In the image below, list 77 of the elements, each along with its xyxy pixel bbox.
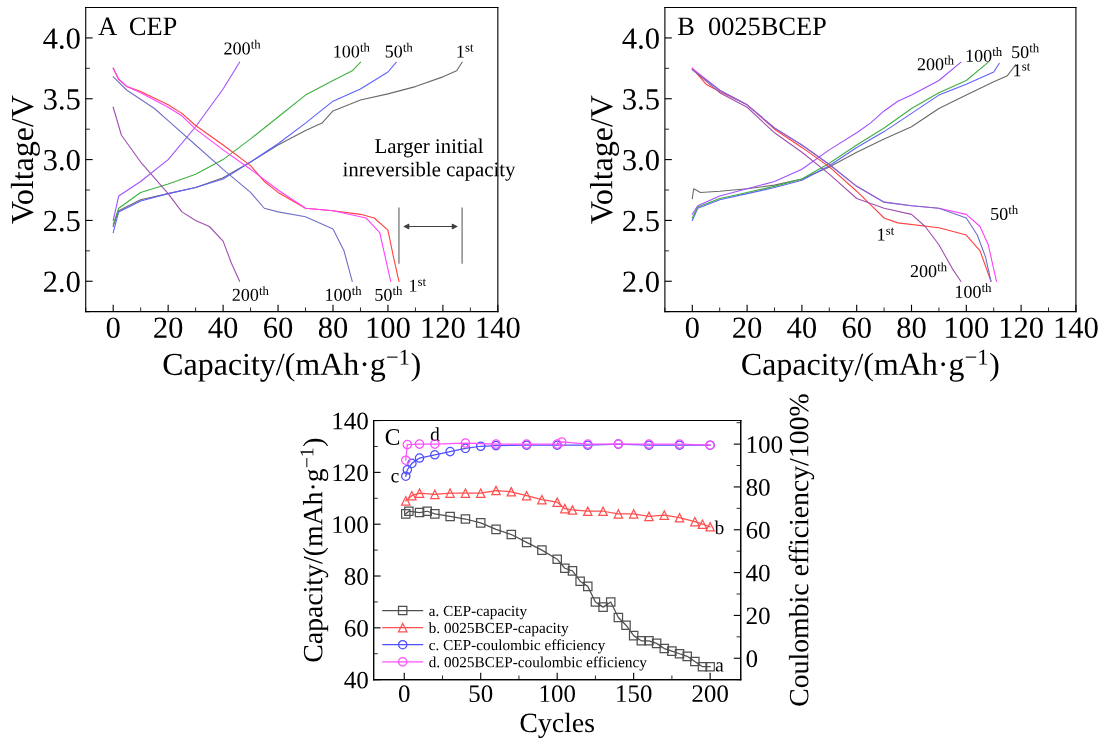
y-tick-label: 2.0	[44, 271, 80, 293]
x-tick-label: 100	[367, 317, 410, 339]
legend-label: a. CEP-capacity	[429, 605, 528, 620]
annotation: 50$^{th}$	[991, 205, 1018, 221]
y-tick-label: 140	[333, 412, 368, 430]
annotation: 1$^{st}$	[410, 278, 426, 292]
y2-tick-label: 20	[746, 607, 770, 625]
x-axis-title: Cycles	[520, 712, 594, 739]
x-tick-label: 50	[469, 685, 493, 703]
x-tick-label: 40	[208, 317, 238, 339]
x-tick-label: 60	[842, 317, 871, 339]
annotation: c	[391, 473, 399, 483]
y2-tick-label: 0	[746, 650, 758, 668]
x-tick-label: 140	[477, 317, 520, 339]
annotation: 100$^{th}$	[326, 286, 362, 301]
y-tick-label: 3.0	[44, 149, 80, 171]
y-tick-label: 2.0	[623, 271, 659, 293]
x-tick-label: 200	[692, 685, 728, 703]
x-tick-label: 120	[422, 317, 465, 339]
x-tick-label: 40	[787, 317, 817, 339]
chart-title: A CEP	[98, 17, 177, 36]
legend-label: d. 0025BCEP-coulombic efficiency	[429, 656, 647, 671]
y-axis-title: Voltage/V	[590, 95, 620, 224]
x-axis-title: Capacity/(mAh·g$^{−1}$)	[163, 349, 420, 382]
x-axis-title: Capacity/(mAh·g$^{−1}$)	[742, 349, 999, 382]
x-tick-label: 100	[946, 317, 989, 339]
x-tick-label: 20	[154, 317, 183, 339]
annotation: 200$^{th}$	[224, 39, 261, 55]
x-tick-label: 0	[398, 685, 410, 703]
annotation: 50$^{th}$	[385, 42, 413, 58]
x-tick-label: 20	[733, 317, 762, 339]
x-tick-label: 100	[540, 685, 575, 703]
annotation: 200$^{th}$	[232, 286, 269, 301]
y2-tick-label: 60	[746, 521, 770, 539]
legend-label: b. 0025BCEP-capacity	[428, 622, 569, 637]
annotation: 1$^{st}$	[1014, 63, 1031, 77]
annotation: 100$^{th}$	[955, 283, 992, 298]
chart-title: C	[385, 429, 400, 445]
y-axis-title: Voltage/V	[10, 95, 40, 224]
y-tick-label: 60	[344, 619, 368, 637]
legend-label: c. CEP-coulombic efficiency	[429, 639, 606, 654]
annotation: 100$^{th}$	[966, 47, 1002, 62]
y-tick-label: 4.0	[622, 28, 659, 49]
y-tick-label: 2.5	[44, 210, 80, 232]
annotation: 1$^{st}$	[878, 227, 895, 241]
x-tick-label: 0	[685, 317, 699, 339]
annotation: a	[715, 662, 724, 672]
annotation: 100$^{th}$	[334, 42, 370, 58]
x-tick-label: 80	[897, 317, 926, 339]
y-tick-label: 3.5	[623, 89, 659, 110]
annotation: 200$^{th}$	[917, 55, 954, 71]
annotation: 1$^{st}$	[457, 44, 474, 58]
annotation: 50$^{th}$	[1012, 43, 1039, 59]
x-tick-label: 60	[264, 317, 293, 339]
y2-tick-label: 80	[746, 478, 770, 496]
y-tick-label: 4.0	[43, 28, 80, 49]
annotation: 50$^{th}$	[375, 286, 403, 301]
y-axis-title: Capacity/(mAh·g$^{−1}$)	[300, 438, 329, 662]
y-tick-label: 3.0	[623, 149, 659, 171]
y-tick-label: 40	[344, 671, 368, 689]
x-tick-label: 80	[318, 317, 348, 339]
annotation: b	[714, 520, 724, 535]
x-tick-label: 140	[1055, 317, 1098, 339]
y2-axis-title: Coulombic efficiency/100%	[788, 394, 815, 706]
y2-tick-label: 100	[747, 436, 783, 454]
annotation: d	[430, 427, 440, 441]
y-tick-label: 100	[333, 516, 368, 534]
y-tick-label: 80	[344, 568, 368, 585]
x-tick-label: 150	[617, 685, 652, 703]
y-tick-label: 120	[333, 464, 368, 482]
chart-title: B 0025BCEP	[677, 17, 826, 36]
x-tick-label: 120	[1000, 317, 1043, 339]
y-tick-label: 2.5	[623, 210, 659, 232]
x-tick-label: 0	[106, 317, 120, 339]
annotation: 200$^{th}$	[910, 262, 947, 278]
y-tick-label: 3.5	[44, 89, 80, 110]
y2-tick-label: 40	[746, 564, 770, 582]
